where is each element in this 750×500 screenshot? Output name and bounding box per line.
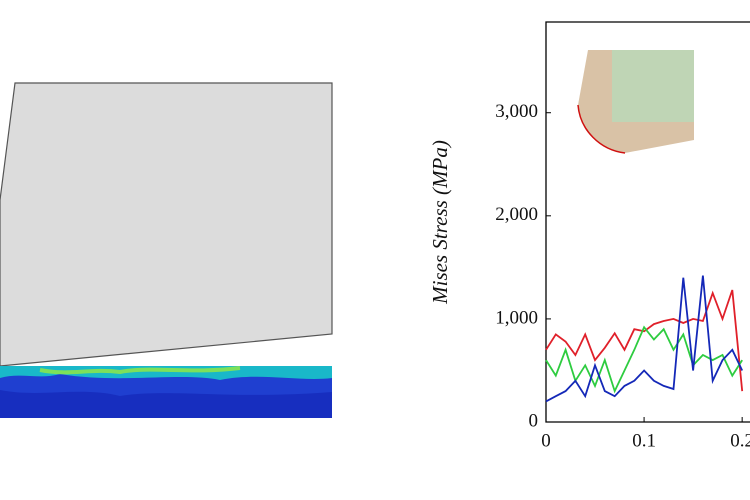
series-line [545,275,744,403]
y-tick-label: 1,000 [495,307,538,328]
x-tick-label: 0.2 [730,430,750,451]
strip-contour [0,366,332,380]
x-tick-label: 0 [541,430,551,451]
inset [577,50,694,154]
x-tick-label: 0.1 [632,430,656,451]
y-tick-label: 2,000 [495,204,538,225]
fem-model [0,82,333,418]
series-line [545,325,743,394]
strip-contour [0,390,332,418]
inset-region [612,50,694,122]
y-tick-label: 3,000 [495,101,538,122]
inset-arc [577,104,626,154]
strip-contour [39,366,241,375]
series-line [545,289,744,392]
block [0,82,333,367]
axis-frame [545,21,750,423]
y-axis-label: Mises Stress (MPa) [428,140,452,305]
y-tick-label: 0 [529,410,539,431]
